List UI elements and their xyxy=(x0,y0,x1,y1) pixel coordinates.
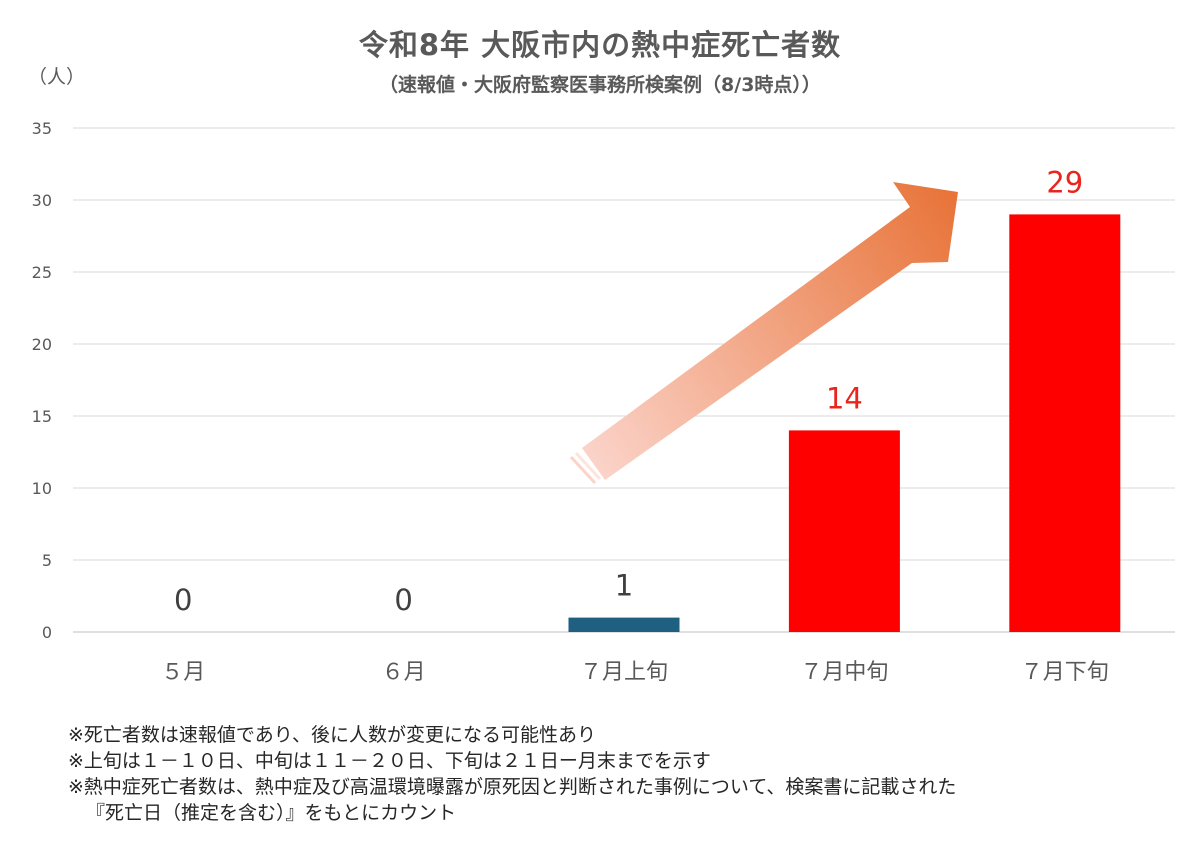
bar xyxy=(788,430,900,632)
data-label: 0 xyxy=(394,583,412,617)
x-tick-label: ６月 xyxy=(382,660,426,685)
y-tick-label: 20 xyxy=(32,335,52,354)
y-tick-label: 5 xyxy=(42,551,52,570)
y-tick-label: 30 xyxy=(32,191,52,210)
data-label: 1 xyxy=(615,569,633,603)
y-tick-label: 10 xyxy=(32,479,52,498)
footnote-3-continued: 『死亡日（推定を含む）』をもとにカウント xyxy=(86,802,457,824)
footnote-1: ※死亡者数は速報値であり、後に人数が変更になる可能性あり xyxy=(68,724,596,746)
gridlines xyxy=(73,127,1175,633)
data-label: 14 xyxy=(826,381,863,415)
x-axis-ticks: ５月 ６月 ７月上旬 ７月中旬 ７月下旬 xyxy=(161,660,1109,685)
y-axis-unit-label: （人） xyxy=(28,66,86,88)
footnotes: ※死亡者数は速報値であり、後に人数が変更になる可能性あり ※上旬は１－１０日、中… xyxy=(68,722,956,826)
y-axis-ticks: 0 5 10 15 20 25 30 35 xyxy=(32,119,52,642)
x-tick-label: ７月下旬 xyxy=(1021,660,1109,685)
x-tick-label: ７月中旬 xyxy=(800,660,888,685)
data-labels: 0 0 1 14 29 xyxy=(174,165,1083,617)
bars xyxy=(568,214,1121,632)
data-label: 0 xyxy=(174,583,192,617)
bar xyxy=(568,617,680,632)
footnote-2: ※上旬は１－１０日、中旬は１１－２０日、下旬は２１日ー月末までを示す xyxy=(68,750,711,772)
y-tick-label: 0 xyxy=(42,623,52,642)
data-label: 29 xyxy=(1046,165,1083,199)
y-tick-label: 35 xyxy=(32,119,52,138)
chart-subtitle: （速報値・大阪府監察医事務所検案例（8/3時点）） xyxy=(379,74,821,96)
y-tick-label: 15 xyxy=(32,407,52,426)
bar xyxy=(1009,214,1121,632)
y-tick-label: 25 xyxy=(32,263,52,282)
footnote-3: ※熱中症死亡者数は、熱中症及び高温環境曝露が原死因と判断された事例について、検案… xyxy=(68,776,957,798)
x-tick-label: ５月 xyxy=(161,660,205,685)
bar-chart: 0 5 10 15 20 25 30 35 0 0 1 14 29 ５月 ６月 ７月上旬 ７月中旬 ７月下旬 xyxy=(32,119,1175,685)
x-tick-label: ７月上旬 xyxy=(580,660,668,685)
trend-arrow-icon xyxy=(569,182,958,485)
chart-title: 令和8年 大阪市内の熱中症死亡者数 xyxy=(358,28,842,62)
